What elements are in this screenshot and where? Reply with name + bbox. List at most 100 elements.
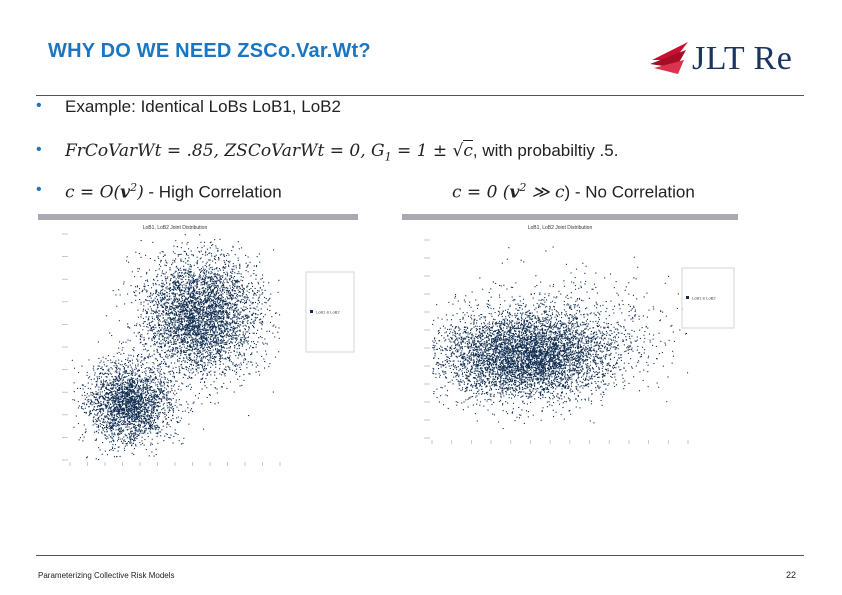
scatter-point xyxy=(155,428,157,430)
scatter-point xyxy=(135,366,137,368)
scatter-point xyxy=(147,409,149,411)
scatter-point xyxy=(123,281,125,283)
scatter-point xyxy=(158,303,160,305)
scatter-point xyxy=(259,336,261,338)
scatter-point xyxy=(136,412,138,414)
scatter-point xyxy=(181,338,183,340)
scatter-point xyxy=(228,331,230,333)
scatter-point xyxy=(113,403,115,405)
scatter-point xyxy=(130,390,132,392)
scatter-point xyxy=(219,238,221,240)
scatter-point xyxy=(119,408,121,410)
scatter-point xyxy=(110,430,112,432)
scatter-point xyxy=(174,281,176,283)
scatter-point xyxy=(128,415,130,417)
scatter-point xyxy=(123,352,125,354)
scatter-point xyxy=(87,401,89,403)
scatter-point xyxy=(112,408,114,410)
scatter-point xyxy=(228,302,230,304)
scatter-point xyxy=(214,308,216,310)
scatter-point xyxy=(129,379,131,381)
scatter-point xyxy=(174,321,176,323)
scatter-point xyxy=(142,385,144,387)
scatter-point xyxy=(148,323,150,325)
scatter-point xyxy=(133,434,135,436)
scatter-point xyxy=(213,313,215,315)
scatter-point xyxy=(150,444,152,446)
scatter-point xyxy=(100,402,102,404)
scatter-point xyxy=(93,365,95,367)
scatter-point xyxy=(227,290,229,292)
scatter-point xyxy=(176,421,178,423)
scatter-point xyxy=(131,406,133,408)
scatter-point xyxy=(177,307,179,309)
scatter-point xyxy=(119,455,121,457)
scatter-point xyxy=(135,290,137,292)
scatter-point xyxy=(233,290,235,292)
scatter-point xyxy=(110,441,112,443)
scatter-point xyxy=(143,426,145,428)
scatter-point xyxy=(221,299,223,301)
scatter-point xyxy=(115,423,117,425)
scatter-point xyxy=(246,298,248,300)
scatter-point xyxy=(198,301,200,303)
scatter-point xyxy=(148,415,150,417)
scatter-point xyxy=(243,374,245,376)
scatter-point xyxy=(114,407,116,409)
scatter-point xyxy=(165,394,167,396)
scatter-point xyxy=(86,404,88,406)
scatter-point xyxy=(146,402,148,404)
scatter-point xyxy=(199,309,201,311)
scatter-point xyxy=(121,407,123,409)
scatter-point xyxy=(138,389,140,391)
scatter-point xyxy=(195,339,197,341)
scatter-point xyxy=(252,307,254,309)
scatter-point xyxy=(152,398,154,400)
scatter-point xyxy=(126,256,128,258)
scatter-point xyxy=(155,291,157,293)
scatter-point xyxy=(168,424,170,426)
scatter-point xyxy=(201,358,203,360)
scatter-point xyxy=(106,400,108,402)
scatter-point xyxy=(196,324,198,326)
scatter-point xyxy=(210,306,212,308)
scatter-point xyxy=(195,298,197,300)
scatter-point xyxy=(118,409,120,411)
scatter-point xyxy=(116,385,118,387)
scatter-point xyxy=(136,416,138,418)
scatter-point xyxy=(179,352,181,354)
scatter-point xyxy=(222,341,224,343)
scatter-point xyxy=(137,415,139,417)
scatter-point xyxy=(206,306,208,308)
scatter-point xyxy=(218,306,220,308)
scatter-point xyxy=(140,301,142,303)
scatter-point xyxy=(223,322,225,324)
scatter-point xyxy=(149,401,151,403)
scatter-point xyxy=(190,284,192,286)
scatter-point xyxy=(128,421,130,423)
scatter-point xyxy=(117,422,119,424)
scatter-point xyxy=(74,399,76,401)
scatter-point xyxy=(222,338,224,340)
scatter-point xyxy=(127,357,129,359)
scatter-point xyxy=(212,278,214,280)
scatter-point xyxy=(118,289,120,291)
scatter-point xyxy=(114,362,116,364)
scatter-point xyxy=(171,328,173,330)
scatter-point xyxy=(119,419,121,421)
scatter-point xyxy=(217,312,219,314)
scatter-point xyxy=(233,275,235,277)
scatter-point xyxy=(210,333,212,335)
scatter-point xyxy=(245,315,247,317)
scatter-point xyxy=(115,360,117,362)
scatter-point xyxy=(104,404,106,406)
scatter-point xyxy=(233,365,235,367)
scatter-point xyxy=(226,387,228,389)
scatter-point xyxy=(128,412,130,414)
scatter-point xyxy=(148,400,150,402)
scatter-point xyxy=(134,382,136,384)
scatter-point xyxy=(103,399,105,401)
scatter-point xyxy=(220,354,222,356)
scatter-point xyxy=(215,281,217,283)
scatter-point xyxy=(174,276,176,278)
